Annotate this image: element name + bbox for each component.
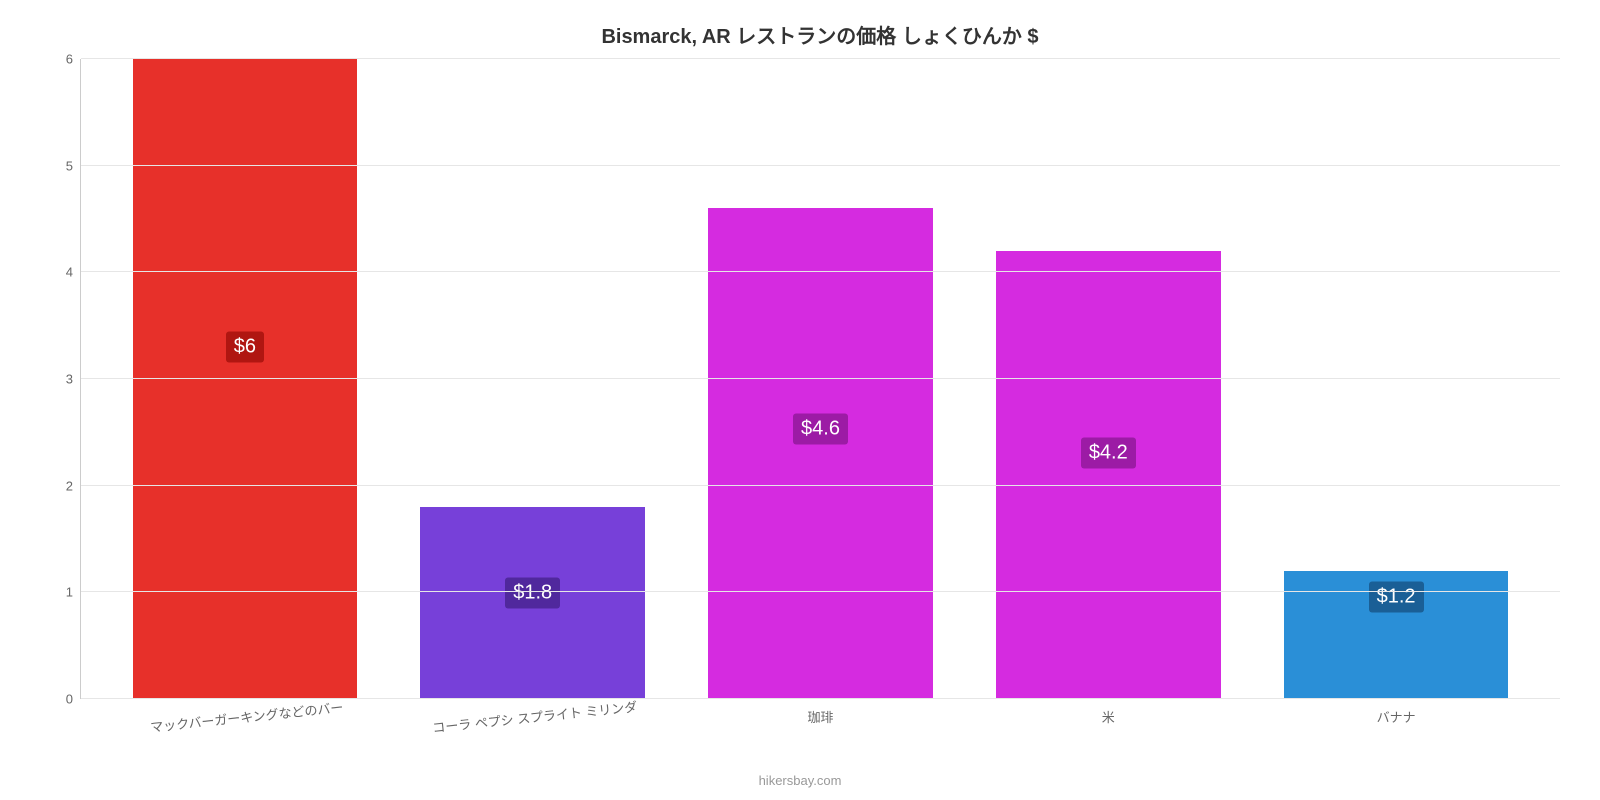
y-tick-label: 6 [66, 52, 81, 67]
bar: $4.2 [996, 251, 1220, 699]
gridline [81, 485, 1560, 486]
y-tick-label: 0 [66, 692, 81, 707]
bar-value-label: $1.2 [1369, 581, 1424, 612]
x-axis-label: 珈琲 [677, 699, 965, 726]
bars-group: $6 $1.8 $4.6 $4.2 $1.2 [81, 59, 1560, 699]
bar-value-label: $6 [226, 332, 264, 363]
x-axis-label: 米 [964, 699, 1252, 726]
bar-value-label: $4.2 [1081, 437, 1136, 468]
chart-title: Bismarck, AR レストランの価格 しょくひんか $ [80, 20, 1560, 49]
bar-value-label: $1.8 [505, 578, 560, 609]
bar: $1.8 [420, 507, 644, 699]
gridline [81, 271, 1560, 272]
y-tick-label: 1 [66, 585, 81, 600]
gridline [81, 591, 1560, 592]
gridline [81, 58, 1560, 59]
bar-slot: $4.2 [964, 59, 1252, 699]
y-tick-label: 4 [66, 265, 81, 280]
bar-slot: $4.6 [677, 59, 965, 699]
bar-slot: $6 [101, 59, 389, 699]
bar-slot: $1.2 [1252, 59, 1540, 699]
bar-value-label: $4.6 [793, 414, 848, 445]
y-tick-label: 5 [66, 158, 81, 173]
y-tick-label: 3 [66, 372, 81, 387]
x-axis-label: バナナ [1252, 699, 1540, 726]
bar: $1.2 [1284, 571, 1508, 699]
bar: $6 [133, 59, 357, 699]
x-axis-labels: マックバーガーキングなどのバーコーラ ペプシ スプライト ミリンダ珈琲米バナナ [81, 699, 1560, 726]
bar-slot: $1.8 [389, 59, 677, 699]
plot-area: $6$1.8$4.6$4.2$1.2 マックバーガーキングなどのバーコーラ ペプ… [80, 59, 1560, 699]
gridline [81, 378, 1560, 379]
y-tick-label: 2 [66, 478, 81, 493]
chart-container: Bismarck, AR レストランの価格 しょくひんか $ $6 $1.8 $4.… [0, 0, 1600, 800]
gridline [81, 698, 1560, 699]
gridline [81, 165, 1560, 166]
bar: $4.6 [708, 208, 932, 699]
attribution-text: hikersbay.com [759, 773, 842, 788]
